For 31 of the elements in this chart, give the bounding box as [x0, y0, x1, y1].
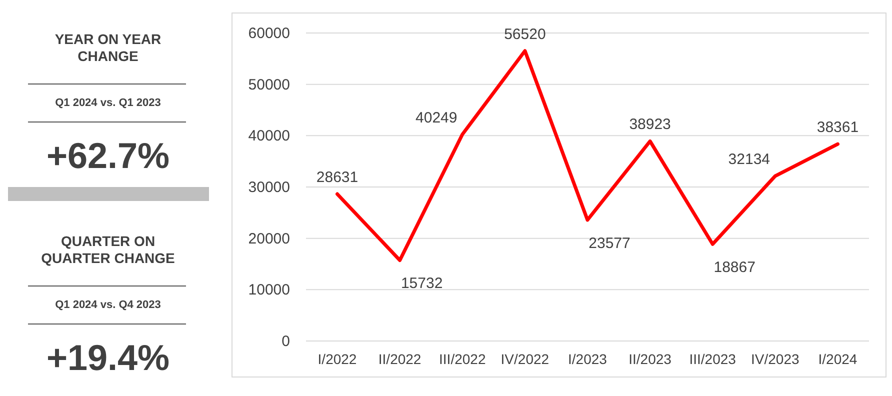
x-tick-label: II/2022 [378, 351, 422, 367]
y-tick-label: 30000 [248, 179, 290, 196]
text: Q1 2024 vs. Q4 2023 [55, 299, 161, 311]
text: +19.4% [46, 337, 170, 378]
y-tick-label: 60000 [248, 25, 290, 42]
text: YEAR ON YEAR CHANGE [54, 31, 162, 64]
y-tick-label: 40000 [248, 128, 290, 145]
data-label: 38361 [816, 119, 859, 136]
data-label: 38923 [629, 116, 671, 134]
data-label: 23577 [588, 234, 630, 252]
y-tick-label: 50000 [248, 76, 290, 94]
x-tick-label: I/2024 [818, 351, 858, 367]
x-tick-label: IV/2022 [500, 351, 550, 367]
y-tick-label: 20000 [248, 230, 290, 248]
data-label: 15732 [400, 275, 443, 292]
x-tick-label: I/2022 [318, 351, 357, 367]
x-tick-label: III/2023 [689, 351, 736, 367]
data-label: 18867 [714, 259, 756, 276]
y-tick-label: 0 [282, 333, 290, 350]
data-label: 28631 [316, 169, 358, 186]
y-tick-label: 10000 [248, 282, 290, 299]
x-tick-label: II/2023 [628, 351, 672, 367]
data-label: 40249 [416, 109, 458, 126]
data-label: 32134 [728, 151, 770, 168]
text: Q1 2024 vs. Q1 2023 [55, 97, 161, 109]
x-tick-label: IV/2023 [751, 351, 800, 367]
x-tick-label: I/2023 [568, 351, 608, 367]
x-tick-label: III/2022 [439, 351, 486, 367]
text: +62.7% [46, 135, 170, 176]
text: QUARTER ON QUARTER CHANGE [41, 233, 175, 266]
data-label: 56520 [504, 26, 546, 43]
